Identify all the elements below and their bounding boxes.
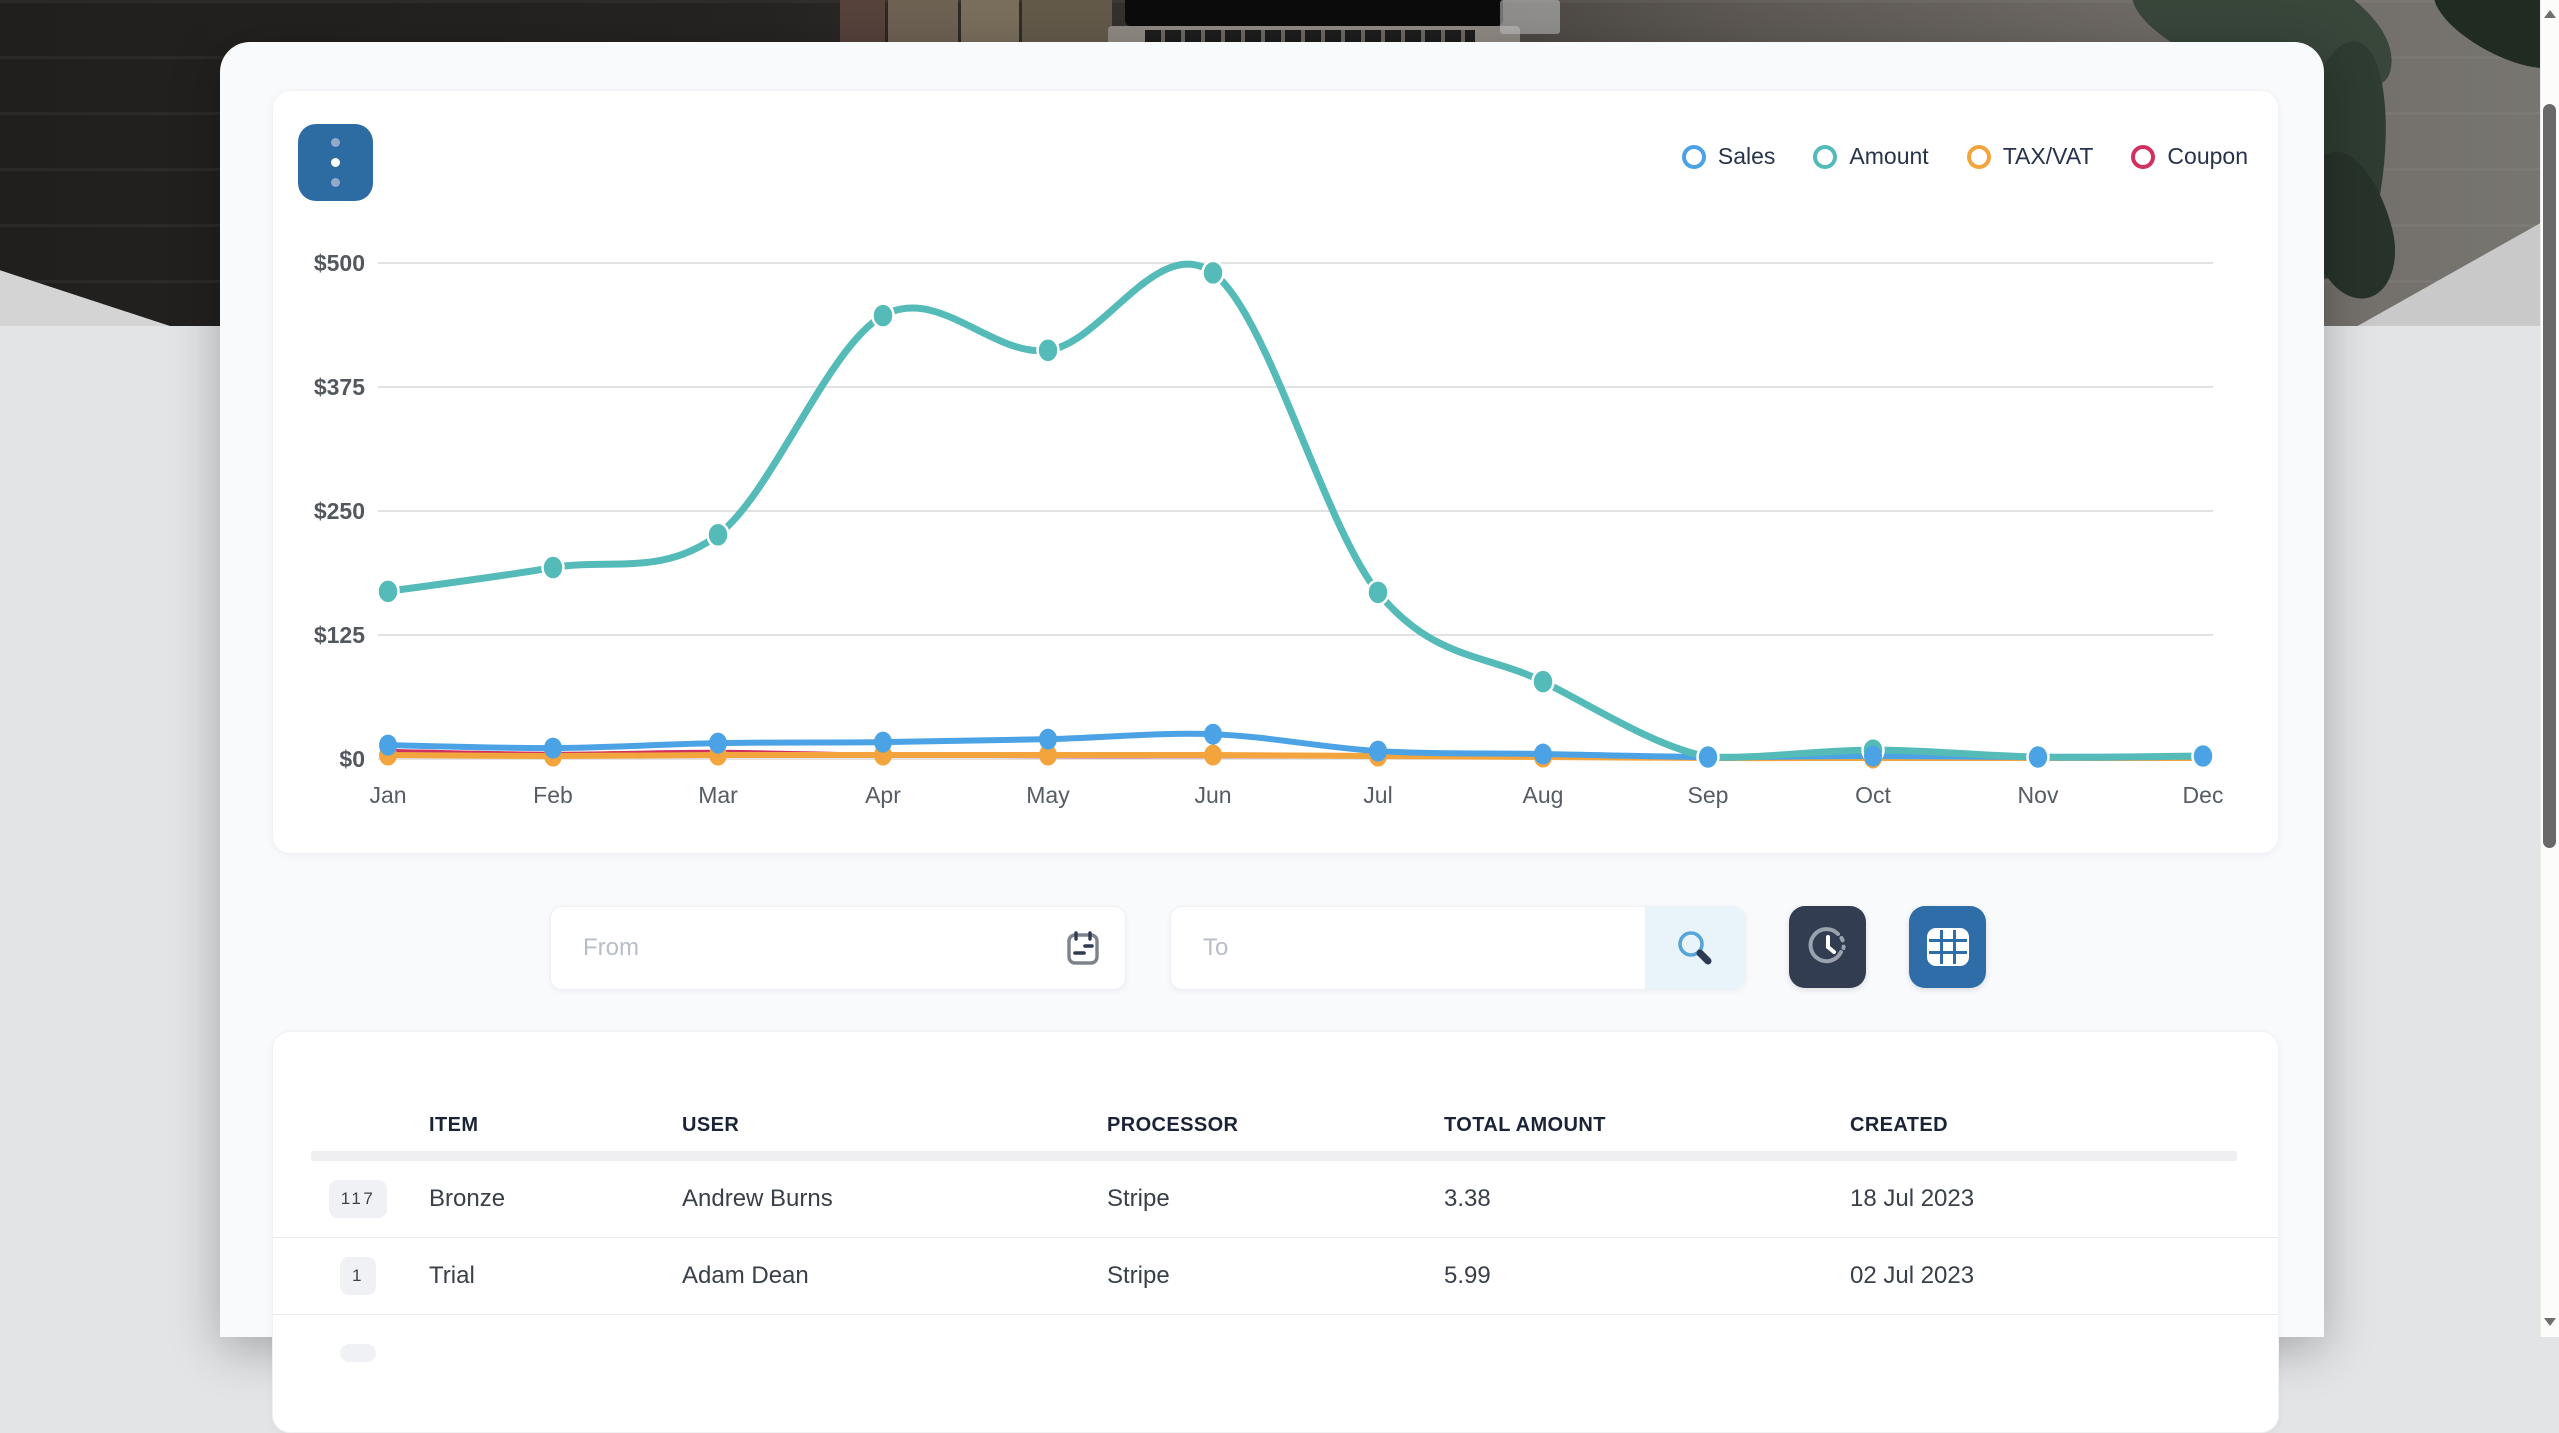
data-point-amount: [1368, 580, 1389, 604]
table-body: 117 Bronze Andrew Burns Stripe 3.38 18 Jul 20…: [273, 1161, 2278, 1391]
quantity-badge-cell: [311, 1315, 405, 1391]
laptop-screen: [1125, 0, 1503, 26]
x-axis-label: Jul: [1363, 782, 1392, 808]
x-axis-label: Oct: [1855, 782, 1891, 808]
chart-card: SalesAmountTAX/VATCoupon $0$125$250$375$…: [272, 90, 2279, 854]
x-axis-label: Dec: [2183, 782, 2224, 808]
user-cell: Andrew Burns: [682, 1161, 833, 1237]
user-cell: Adam Dean: [682, 1238, 809, 1314]
x-axis-label: Apr: [865, 782, 901, 808]
calendar-icon: [1067, 931, 1099, 965]
y-axis-label: $375: [314, 374, 365, 400]
y-axis-label: $250: [314, 498, 365, 524]
item-cell: Bronze: [429, 1161, 505, 1237]
data-point-amount: [1203, 261, 1224, 285]
total-amount-cell: 3.38: [1444, 1161, 1491, 1237]
table-view-button[interactable]: [1909, 906, 1986, 988]
processor-cell: Stripe: [1107, 1161, 1170, 1237]
scroll-down-arrow-icon[interactable]: [2544, 1318, 2556, 1326]
table-surface: [0, 258, 170, 326]
grid-icon: [1925, 926, 1971, 968]
item-cell: Trial: [429, 1238, 475, 1314]
data-point-amount: [543, 556, 564, 580]
column-header-created: CREATED: [1850, 1114, 1948, 1137]
column-header-processor: PROCESSOR: [1107, 1114, 1238, 1137]
data-point-sales: [1534, 744, 1552, 765]
from-input[interactable]: [551, 907, 1067, 989]
quantity-badge: [340, 1344, 376, 1362]
plant-leaf: [2421, 0, 2559, 86]
data-point-sales: [2029, 747, 2047, 768]
data-point-amount: [708, 523, 729, 547]
scrollbar-thumb[interactable]: [2543, 104, 2556, 848]
data-point-sales: [379, 735, 397, 756]
column-header-user: USER: [682, 1114, 739, 1137]
x-axis-label: Jan: [369, 782, 406, 808]
x-axis-label: Jun: [1194, 782, 1231, 808]
x-axis-label: Sep: [1688, 782, 1729, 808]
data-point-sales: [709, 733, 727, 754]
column-header-total-amount: TOTAL AMOUNT: [1444, 1114, 1606, 1137]
data-point-sales: [874, 732, 892, 753]
y-axis-label: $0: [339, 746, 365, 772]
quantity-badge: 117: [329, 1180, 388, 1218]
search-button[interactable]: [1645, 907, 1745, 989]
table-row[interactable]: 1 Trial Adam Dean Stripe 5.99 02 Jul 2023: [273, 1237, 2278, 1314]
date-from-field: [550, 906, 1126, 990]
data-point-sales: [2194, 746, 2212, 767]
data-point-tax-vat: [1204, 745, 1222, 766]
mug: [1500, 0, 1560, 34]
data-point-sales: [1204, 724, 1222, 745]
x-axis-label: Aug: [1523, 782, 1564, 808]
data-point-sales: [1699, 747, 1717, 768]
y-axis-label: $500: [314, 250, 365, 276]
processor-cell: Stripe: [1107, 1238, 1170, 1314]
search-icon: [1675, 928, 1715, 968]
transactions-table-card: ITEM USER PROCESSOR TOTAL AMOUNT CREATED…: [272, 1031, 2279, 1433]
quantity-badge-cell: 1: [311, 1238, 405, 1314]
total-amount-cell: 5.99: [1444, 1238, 1491, 1314]
x-axis-label: Nov: [2018, 782, 2059, 808]
data-point-sales: [1039, 729, 1057, 750]
quantity-badge: 1: [340, 1257, 376, 1295]
created-cell: 02 Jul 2023: [1850, 1238, 1974, 1314]
table-row[interactable]: [273, 1314, 2278, 1391]
x-axis-label: Mar: [698, 782, 738, 808]
quantity-badge-cell: 117: [311, 1161, 405, 1237]
scrollbar: [2540, 0, 2559, 1337]
column-header-item: ITEM: [429, 1114, 478, 1137]
table-header-divider: [311, 1151, 2237, 1161]
date-to-field: [1170, 906, 1746, 990]
data-point-sales: [1369, 741, 1387, 762]
data-point-amount: [873, 304, 894, 328]
y-axis-label: $125: [314, 622, 365, 648]
scroll-up-arrow-icon[interactable]: [2544, 10, 2556, 18]
x-axis-label: May: [1026, 782, 1070, 808]
main-panel: SalesAmountTAX/VATCoupon $0$125$250$375$…: [220, 42, 2324, 1337]
data-point-amount: [378, 579, 399, 603]
to-input[interactable]: [1171, 907, 1645, 989]
history-button[interactable]: [1789, 906, 1866, 988]
data-point-sales: [544, 738, 562, 759]
data-point-amount: [1038, 338, 1059, 362]
x-axis-label: Feb: [533, 782, 573, 808]
created-cell: 18 Jul 2023: [1850, 1161, 1974, 1237]
table-row[interactable]: 117 Bronze Andrew Burns Stripe 3.38 18 Jul 20…: [273, 1161, 2278, 1237]
sales-line-chart: $0 $125 $250 $375 $500 Jan Feb Mar Apr May Jun Jul A…: [273, 141, 2278, 841]
data-point-amount: [1533, 670, 1554, 694]
data-point-sales: [1864, 746, 1882, 767]
clock-icon: [1805, 924, 1851, 970]
